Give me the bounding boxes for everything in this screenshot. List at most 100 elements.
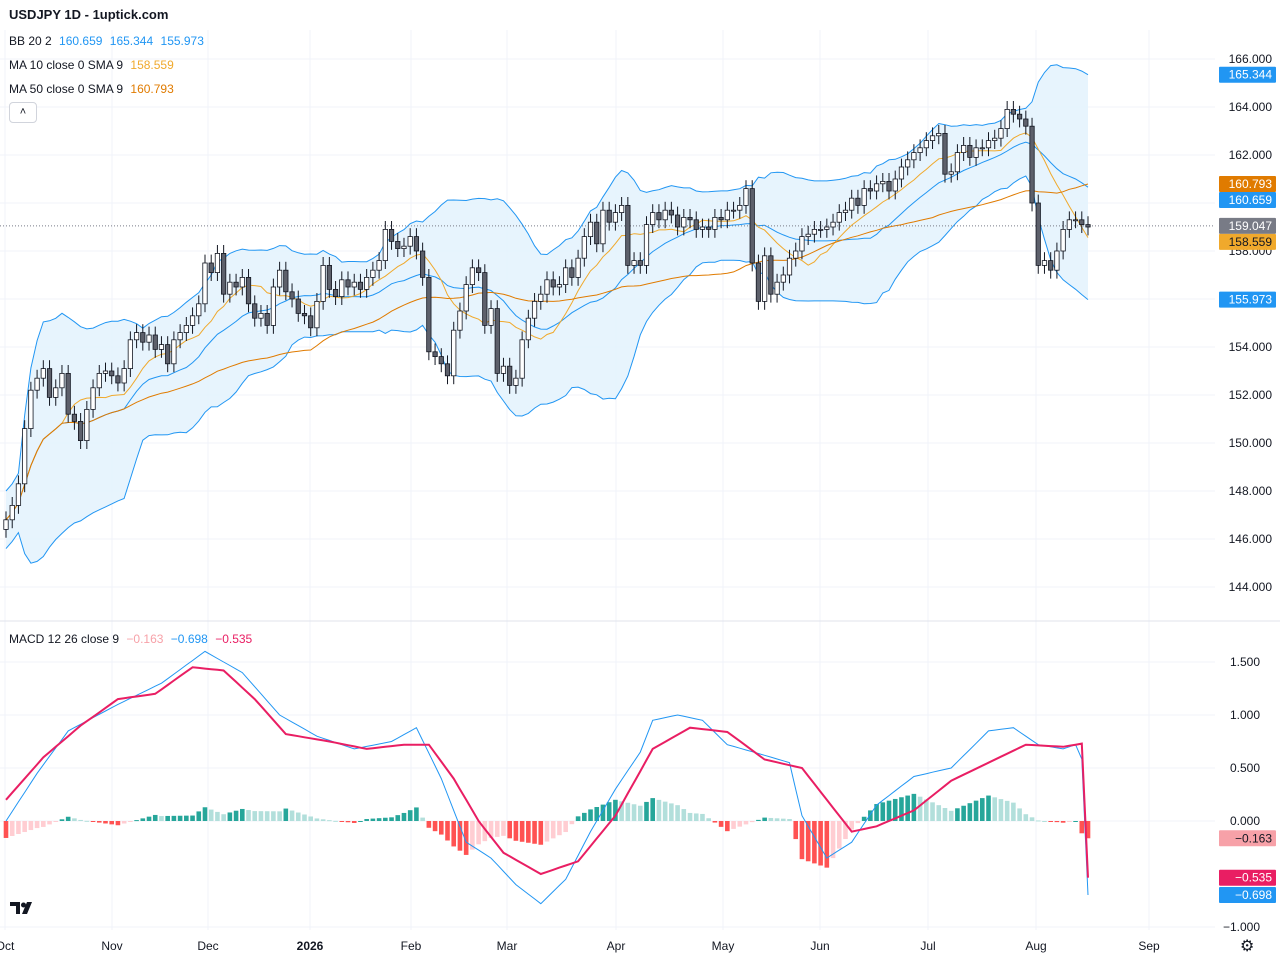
candle-up-body bbox=[699, 226, 706, 230]
candle bbox=[818, 221, 824, 238]
candle-down-body bbox=[637, 260, 643, 266]
macd-histogram-bar bbox=[401, 812, 407, 821]
macd-histogram-bar bbox=[134, 820, 139, 822]
candle bbox=[500, 357, 507, 382]
price-tick-label: 150.000 bbox=[1229, 436, 1273, 450]
macd-legend[interactable]: MACD 12 26 close 9 −0.163 −0.698 −0.535 bbox=[9, 632, 256, 646]
macd-histogram-bar bbox=[277, 811, 282, 821]
candle-up-body bbox=[1041, 260, 1048, 266]
candle bbox=[382, 221, 388, 269]
candle-up-body bbox=[451, 329, 457, 377]
macd-histogram-bar bbox=[1035, 820, 1041, 822]
candle-up-body bbox=[762, 255, 768, 302]
candle-up-body bbox=[737, 204, 743, 211]
candle bbox=[482, 264, 488, 334]
macd-histogram-bar bbox=[65, 816, 71, 821]
macd-histogram-bar bbox=[233, 810, 239, 821]
ma50-legend[interactable]: MA 50 close 0 SMA 9 160.793 bbox=[9, 82, 178, 96]
candle bbox=[1066, 211, 1072, 238]
macd-histogram-bar bbox=[445, 821, 450, 841]
candle bbox=[743, 180, 749, 214]
macd-histogram-bar bbox=[171, 815, 177, 821]
macd-histogram-bar bbox=[9, 821, 15, 836]
macd-tick-label: 0.000 bbox=[1230, 814, 1260, 828]
bb-legend[interactable]: BB 20 2 160.659 165.344 155.973 bbox=[9, 34, 208, 48]
macd-histogram-bar bbox=[830, 821, 836, 859]
candle bbox=[1072, 211, 1079, 229]
candle bbox=[133, 324, 140, 349]
macd-histogram-bar bbox=[575, 816, 581, 821]
candle bbox=[289, 283, 295, 308]
candle bbox=[961, 137, 967, 161]
candle bbox=[90, 379, 96, 418]
candle-up-body bbox=[992, 137, 998, 141]
candle-down-body bbox=[444, 363, 451, 377]
candle-up-body bbox=[774, 281, 780, 295]
macd-histogram-bar bbox=[955, 808, 960, 821]
candle bbox=[102, 362, 109, 382]
candle-up-body bbox=[917, 147, 923, 154]
candle-up-body bbox=[513, 377, 519, 386]
candle-down-body bbox=[308, 315, 314, 329]
candle-up-body bbox=[314, 300, 320, 329]
candle-up-body bbox=[1060, 228, 1066, 252]
candle bbox=[662, 201, 668, 229]
macd-histogram-bar bbox=[874, 804, 879, 821]
collapse-legend-button[interactable]: ˄ bbox=[9, 102, 37, 123]
candle bbox=[115, 367, 121, 392]
ma10-legend[interactable]: MA 10 close 0 SMA 9 158.559 bbox=[9, 58, 178, 72]
candle-down-body bbox=[718, 216, 724, 221]
candle-down-body bbox=[264, 312, 270, 326]
candle-down-body bbox=[693, 219, 699, 230]
candle-up-body bbox=[177, 332, 183, 341]
candle bbox=[942, 125, 948, 183]
candle-up-body bbox=[407, 236, 413, 247]
macd-histogram-bar bbox=[333, 820, 338, 822]
macd-histogram-bar bbox=[619, 801, 624, 821]
candle bbox=[1016, 105, 1023, 128]
gear-icon[interactable]: ⚙ bbox=[1240, 938, 1255, 955]
candle bbox=[600, 201, 606, 253]
macd-histogram-bar bbox=[519, 821, 525, 842]
candle bbox=[923, 132, 929, 157]
macd-histogram-bar bbox=[1054, 821, 1060, 823]
price-tick-label: 146.000 bbox=[1229, 532, 1273, 546]
candle bbox=[1023, 110, 1029, 135]
macd-histogram-bar bbox=[725, 821, 730, 832]
candlesticks bbox=[3, 101, 1091, 538]
macd-histogram-bar bbox=[34, 821, 40, 829]
time-tick-label: Oct bbox=[0, 939, 15, 953]
candle bbox=[227, 273, 233, 303]
candle bbox=[301, 305, 308, 325]
candle bbox=[538, 285, 544, 310]
price-badge: 159.047 bbox=[1219, 217, 1276, 234]
candle-down-body bbox=[755, 262, 762, 302]
macd-histogram-bar bbox=[843, 821, 848, 840]
candle-up-body bbox=[631, 260, 637, 266]
macd-histogram-bar bbox=[1079, 821, 1085, 834]
candle bbox=[152, 326, 158, 358]
macd-histogram-bar bbox=[762, 817, 767, 821]
macd-histogram-bar bbox=[152, 814, 158, 821]
candle bbox=[407, 228, 413, 255]
candle-up-body bbox=[612, 212, 619, 223]
candle bbox=[165, 336, 171, 373]
candle-up-body bbox=[202, 262, 208, 305]
macd-tick-label: 1.500 bbox=[1230, 655, 1260, 669]
candle bbox=[992, 129, 998, 149]
tradingview-logo-icon[interactable] bbox=[10, 900, 40, 920]
symbol-title[interactable]: USDJPY 1D - 1uptick.com bbox=[9, 8, 172, 22]
candle-up-body bbox=[954, 152, 961, 173]
candle bbox=[53, 379, 59, 406]
candle bbox=[196, 295, 202, 325]
macd-histogram-bar bbox=[899, 797, 904, 821]
candle bbox=[295, 290, 301, 322]
candle bbox=[376, 252, 382, 279]
candle bbox=[140, 324, 146, 351]
candle bbox=[146, 326, 152, 351]
candle bbox=[985, 132, 992, 157]
candle-up-body bbox=[836, 212, 842, 223]
macd-histogram-bar bbox=[78, 819, 83, 821]
bb-label: BB 20 2 bbox=[9, 34, 52, 48]
candle bbox=[631, 252, 637, 274]
